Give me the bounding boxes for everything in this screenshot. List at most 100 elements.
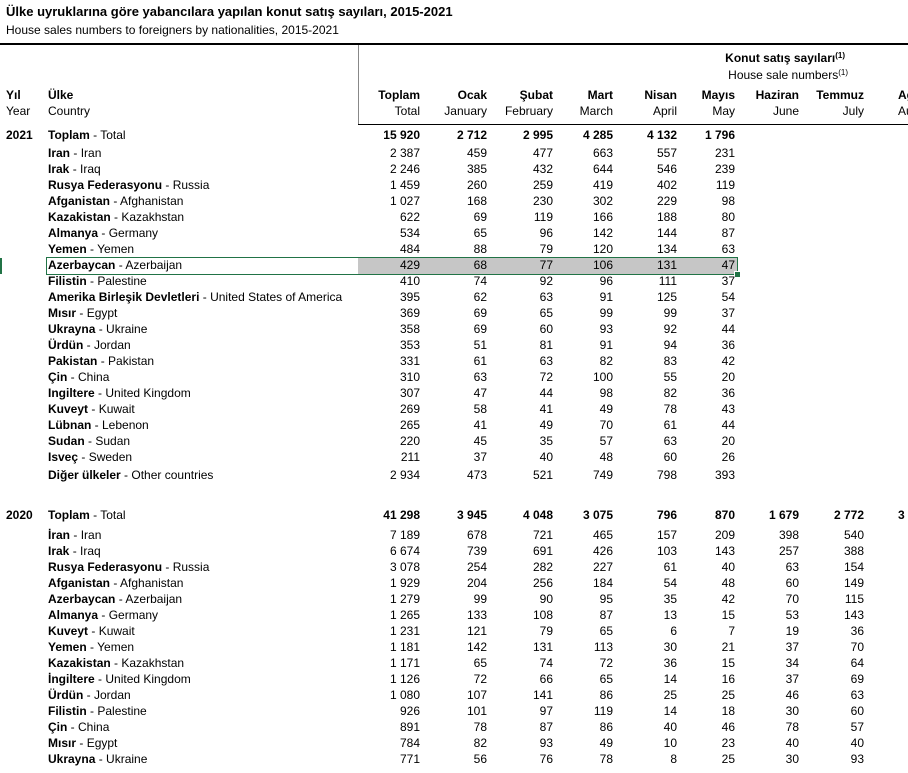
cell-value: 65 xyxy=(473,226,487,240)
cell-value: 926 xyxy=(399,704,420,718)
year-header-en: Year xyxy=(6,104,31,118)
country-tr: Çin xyxy=(48,370,68,384)
cell-value: 15 xyxy=(721,656,735,670)
title: Ülke uyruklarına göre yabancılara yapıla… xyxy=(6,4,453,19)
cell-value: 92 xyxy=(663,322,677,336)
cell-value: 74 xyxy=(539,656,553,670)
country-en: Sudan xyxy=(85,434,130,448)
country-tr: Afganistan xyxy=(48,194,111,208)
cell-value: 70 xyxy=(599,418,613,432)
cell-value: 1 265 xyxy=(389,608,420,622)
country-tr: Azerbaycan xyxy=(48,592,116,606)
cell-value: 16 xyxy=(721,672,735,686)
cell-value: 91 xyxy=(599,338,613,352)
country-tr: Kuveyt xyxy=(48,402,89,416)
cell-value: 48 xyxy=(599,450,613,464)
subtitle: House sales numbers to foreigners by nat… xyxy=(6,23,339,37)
cell-value: 96 xyxy=(539,226,553,240)
cell-value: 353 xyxy=(399,338,420,352)
cell-value: 107 xyxy=(466,688,487,702)
cell-value: 25 xyxy=(721,688,735,702)
cell-value: 83 xyxy=(663,354,677,368)
country-tr: Ukrayna xyxy=(48,322,96,336)
cell-value: 44 xyxy=(539,386,553,400)
selection-handle xyxy=(734,271,741,278)
country-en: United Kingdom xyxy=(95,386,191,400)
cell-value: 6 674 xyxy=(389,544,420,558)
cell-value: 87 xyxy=(539,720,553,734)
country-tr: Irak xyxy=(48,544,70,558)
cell-value: 36 xyxy=(721,338,735,352)
country-header-en: Country xyxy=(48,104,91,118)
cell-value: 133 xyxy=(466,608,487,622)
column-header-tr: Mayıs xyxy=(701,88,735,102)
column-header-tr: Toplam xyxy=(378,88,420,102)
country-en: Sweden xyxy=(78,450,132,464)
cell-value: 68 xyxy=(473,258,487,272)
country: KazakistanKazakhstan xyxy=(48,209,184,225)
cell-value: 78 xyxy=(599,752,613,766)
cell-value: 229 xyxy=(656,194,677,208)
cell-value: 26 xyxy=(721,450,735,464)
country: YemenYemen xyxy=(48,639,134,655)
selection-fill xyxy=(358,258,738,274)
cell-value: 111 xyxy=(658,274,677,288)
cell-value: 93 xyxy=(599,322,613,336)
cell-value: 37 xyxy=(785,640,799,654)
column-header-tr: Ağu xyxy=(898,88,908,102)
country: Amerika Birleşik DevletleriUnited States… xyxy=(48,289,342,305)
cell-value: 331 xyxy=(399,354,420,368)
cell-value: 211 xyxy=(400,450,420,464)
cell-value: 149 xyxy=(843,576,864,590)
cell-value: 1 459 xyxy=(389,178,420,192)
country-tr: Diğer ülkeler xyxy=(48,468,121,482)
cell-value: 432 xyxy=(532,162,553,176)
cell-value: 63 xyxy=(473,370,487,384)
cell-value: 30 xyxy=(663,640,677,654)
cell-value: 72 xyxy=(599,656,613,670)
country-tr: Isveç xyxy=(48,450,79,464)
column-header-tr: Haziran xyxy=(755,88,799,102)
country-en: Kuwait xyxy=(88,624,135,638)
cell-value: 2 772 xyxy=(833,508,864,522)
country-tr: Rusya Federasyonu xyxy=(48,560,163,574)
year: 2021 xyxy=(6,128,33,142)
cell-value: 2 387 xyxy=(389,146,420,160)
cell-value: 119 xyxy=(715,178,735,192)
cell-value: 546 xyxy=(656,162,677,176)
cell-value: 90 xyxy=(539,592,553,606)
header-rule xyxy=(358,124,908,125)
cell-value: 82 xyxy=(473,736,487,750)
cell-value: 419 xyxy=(592,178,613,192)
cell-value: 40 xyxy=(539,450,553,464)
cell-value: 20 xyxy=(721,434,735,448)
country-tr: Yemen xyxy=(48,640,87,654)
cell-value: 95 xyxy=(599,592,613,606)
column-header-en: April xyxy=(652,104,677,118)
cell-value: 282 xyxy=(532,560,553,574)
cell-value: 63 xyxy=(539,290,553,304)
country: YemenYemen xyxy=(48,241,134,257)
country-tr: Pakistan xyxy=(48,354,98,368)
country-en: Russia xyxy=(162,560,209,574)
country-en: Jordan xyxy=(83,338,130,352)
cell-value: 2 995 xyxy=(522,128,553,142)
country-tr: İran xyxy=(48,528,71,542)
cell-value: 168 xyxy=(466,194,487,208)
cell-value: 1 679 xyxy=(768,508,799,522)
column-header-tr: Şubat xyxy=(519,88,553,102)
country-en: Total xyxy=(90,128,126,142)
cell-value: 119 xyxy=(593,704,613,718)
country-en: Pakistan xyxy=(97,354,154,368)
cell-value: 45 xyxy=(473,434,487,448)
country-tr: Amerika Birleşik Devletleri xyxy=(48,290,200,304)
cell-value: 398 xyxy=(778,528,799,542)
country-en: Egypt xyxy=(76,306,117,320)
cell-value: 40 xyxy=(721,560,735,574)
country-tr: Sudan xyxy=(48,434,85,448)
cell-value: 310 xyxy=(399,370,420,384)
group-header-tr: Konut satış sayıları(1) xyxy=(725,50,845,66)
cell-value: 644 xyxy=(592,162,613,176)
cell-value: 70 xyxy=(785,592,799,606)
group-header-en-text: House sale numbers xyxy=(728,68,839,82)
